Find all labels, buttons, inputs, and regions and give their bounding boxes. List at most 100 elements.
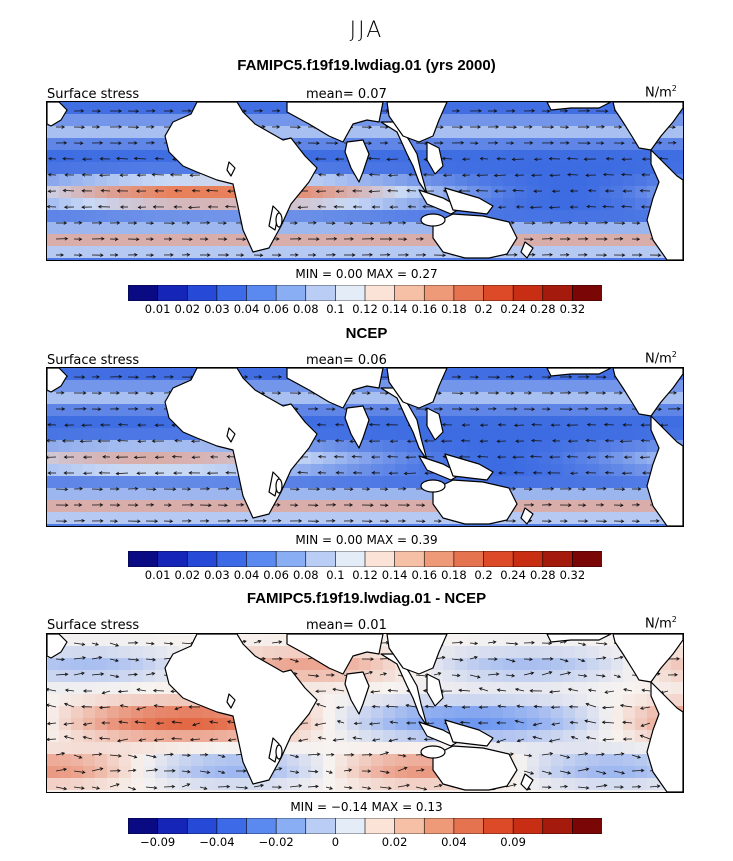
colorbar-tick-label: 0.32 [559, 568, 586, 582]
colorbar-tick-label: 0.02 [381, 835, 408, 849]
colorbar-tick-label: 0.03 [204, 302, 230, 316]
colorbar-swatch [512, 818, 544, 834]
colorbar-tick-label: 0.18 [441, 302, 467, 316]
minmax-label: MIN = 0.00 MAX = 0.27 [295, 267, 438, 281]
panel-title-model: FAMIPC5.f19f19.lwdiag.01 (yrs 2000) [237, 57, 496, 74]
units-exponent: 2 [671, 615, 677, 624]
colorbar-swatch [423, 818, 455, 834]
colorbar-swatch [128, 285, 159, 301]
field-label: Surface stress [47, 87, 140, 102]
colorbar-swatch [453, 285, 485, 301]
mean-label: mean= 0.07 [306, 87, 387, 102]
colorbar-swatch [394, 818, 425, 834]
colorbar-swatch [157, 551, 188, 567]
colorbar-swatch [364, 818, 396, 834]
colorbar-swatch [305, 551, 336, 567]
colorbar-tick-label: 0.2 [474, 568, 493, 582]
colorbar-swatch [572, 818, 602, 834]
colorbar-tick-label: 0.01 [144, 302, 171, 316]
colorbar-tick-label: 0.32 [559, 302, 586, 316]
colorbar-swatch [305, 818, 336, 834]
colorbar-swatch [572, 551, 602, 567]
units-text: N/m [645, 351, 672, 367]
colorbar-swatch [394, 551, 425, 567]
colorbar-swatch [246, 551, 277, 567]
colorbar [128, 551, 602, 567]
colorbar-swatch [128, 551, 159, 567]
colorbar-tick-label: 0.14 [381, 568, 408, 582]
colorbar-swatch [216, 551, 248, 567]
colorbar-swatch [128, 818, 159, 834]
units-text: N/m [645, 85, 672, 101]
colorbar-swatch [542, 551, 573, 567]
stress-field [47, 368, 683, 526]
colorbar-swatch [157, 285, 188, 301]
mean-label: mean= 0.01 [306, 618, 387, 633]
units-label: N/m2 [645, 350, 677, 366]
minmax-label: MIN = −0.14 MAX = 0.13 [290, 800, 443, 814]
colorbar [128, 818, 602, 834]
colorbar-swatch [453, 818, 485, 834]
colorbar-tick-label: 0.03 [204, 568, 230, 582]
units-exponent: 2 [671, 84, 677, 93]
colorbar-tick-label: 0.24 [500, 302, 526, 316]
map-panel-model [46, 101, 684, 261]
colorbar-swatch [394, 285, 425, 301]
colorbar-swatch [275, 818, 307, 834]
colorbar-swatch [423, 285, 455, 301]
field-label: Surface stress [47, 353, 140, 368]
colorbar-swatch [512, 551, 544, 567]
colorbar-tick-label: 0.28 [529, 302, 556, 316]
colorbar-swatch [305, 285, 336, 301]
colorbar-ticks: −0.09 −0.04 −0.02 0 0.02 0.04 0.09 [128, 835, 602, 849]
colorbar-swatch [186, 285, 218, 301]
colorbar-swatch [364, 551, 396, 567]
land-outlines [47, 102, 683, 260]
colorbar-tick-label: 0.12 [352, 302, 378, 316]
land-outlines [47, 368, 683, 526]
colorbar [128, 285, 602, 301]
colorbar-tick-label: 0.06 [263, 302, 289, 316]
units-label: N/m2 [645, 84, 677, 100]
colorbar-tick-label: 0.02 [174, 302, 201, 316]
colorbar-ticks: 0.01 0.02 0.03 0.04 0.06 0.08 0.1 0.12 0.14 0.16 0… [128, 302, 602, 316]
colorbar-tick-label: 0.06 [263, 568, 289, 582]
colorbar-tick-label: 0.1 [326, 568, 345, 582]
colorbar-swatch [483, 285, 514, 301]
colorbar-tick-label: 0.2 [474, 302, 493, 316]
season-title: JJA [349, 18, 384, 43]
colorbar-swatch [483, 551, 514, 567]
map-panel-diff [46, 633, 684, 793]
colorbar-swatch [216, 818, 248, 834]
colorbar-swatch [216, 285, 248, 301]
colorbar-tick-label: 0.01 [144, 568, 171, 582]
map-panel-obs [46, 367, 684, 527]
colorbar-swatch [542, 285, 573, 301]
colorbar-swatch [157, 818, 188, 834]
colorbar-swatch [542, 818, 573, 834]
land-outlines [47, 634, 683, 792]
colorbar-swatch [423, 551, 455, 567]
panel-title-obs: NCEP [345, 325, 388, 342]
colorbar-swatch [335, 818, 366, 834]
colorbar-tick-label: 0.24 [500, 568, 526, 582]
field-label: Surface stress [47, 618, 140, 633]
colorbar-swatch [275, 285, 307, 301]
colorbar-tick-label: 0.14 [381, 302, 408, 316]
units-exponent: 2 [671, 350, 677, 359]
colorbar-swatch [483, 818, 514, 834]
colorbar-tick-label: 0.1 [326, 302, 345, 316]
colorbar-tick-label: 0.08 [292, 568, 319, 582]
colorbar-tick-label: −0.09 [139, 835, 176, 849]
colorbar-swatch [364, 285, 396, 301]
colorbar-swatch [275, 551, 307, 567]
colorbar-tick-label: 0.08 [292, 302, 319, 316]
colorbar-tick-label: 0.18 [441, 568, 467, 582]
colorbar-tick-label: 0.04 [441, 835, 467, 849]
colorbar-tick-label: 0.09 [500, 835, 526, 849]
colorbar-swatch [186, 818, 218, 834]
colorbar-tick-label: 0.16 [411, 568, 438, 582]
colorbar-tick-label: 0 [331, 835, 340, 849]
colorbar-swatch [453, 551, 485, 567]
colorbar-tick-label: 0.28 [529, 568, 556, 582]
